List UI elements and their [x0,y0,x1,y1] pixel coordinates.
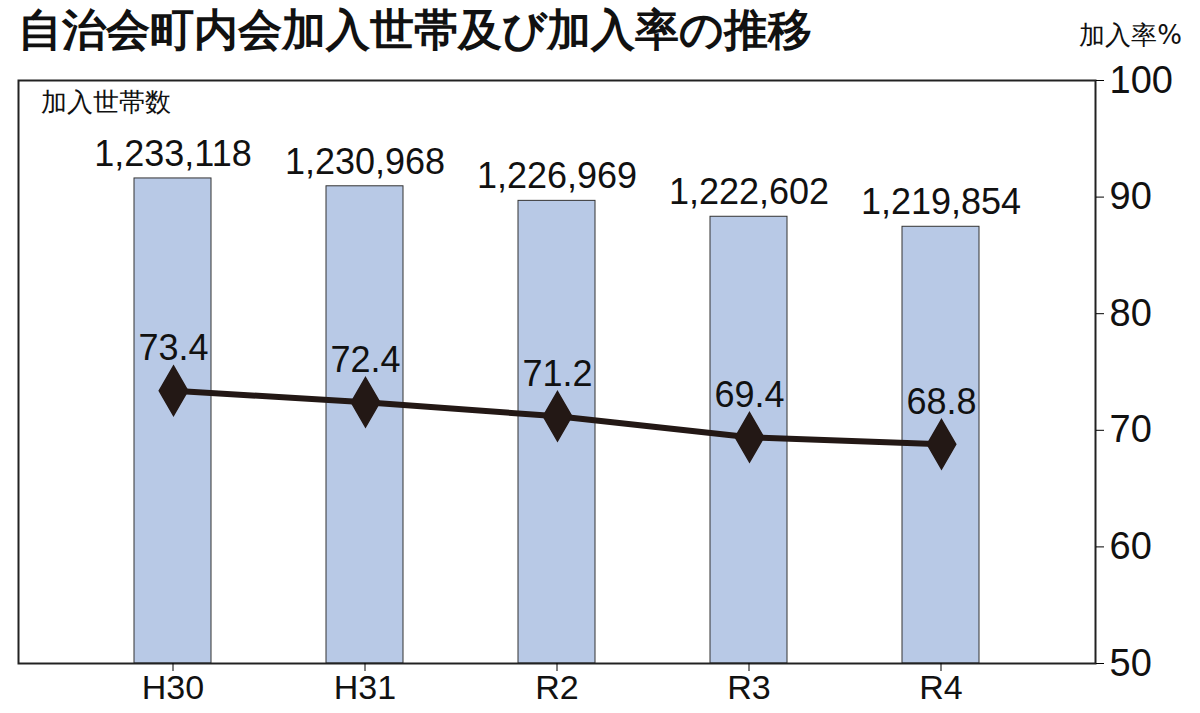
svg-text:1,230,968: 1,230,968 [285,141,445,182]
svg-text:60: 60 [1110,525,1152,567]
svg-text:69.4: 69.4 [714,374,784,415]
svg-text:68.8: 68.8 [906,381,976,422]
svg-text:R4: R4 [919,668,962,706]
svg-text:1,226,969: 1,226,969 [477,155,637,196]
html-text:加入率%: 加入率% [1079,20,1182,50]
svg-text:100: 100 [1110,60,1173,101]
html-text:自治会町内会加入世帯及び加入率の推移: 自治会町内会加入世帯及び加入率の推移 [18,4,812,55]
svg-text:1,222,602: 1,222,602 [669,171,829,212]
svg-text:70: 70 [1110,408,1152,450]
svg-text:90: 90 [1110,175,1152,217]
svg-text:1,219,854: 1,219,854 [861,181,1021,222]
svg-text:50: 50 [1110,642,1152,684]
svg-text:71.2: 71.2 [522,353,592,394]
svg-text:R2: R2 [535,668,578,706]
svg-text:80: 80 [1110,292,1152,334]
svg-text:1,233,118: 1,233,118 [94,133,251,174]
svg-text:H30: H30 [142,668,204,706]
svg-text:73.4: 73.4 [138,327,208,368]
svg-text:H31: H31 [334,668,396,706]
svg-text:加入世帯数: 加入世帯数 [41,87,171,117]
svg-text:72.4: 72.4 [330,339,400,380]
svg-text:R3: R3 [727,668,770,706]
